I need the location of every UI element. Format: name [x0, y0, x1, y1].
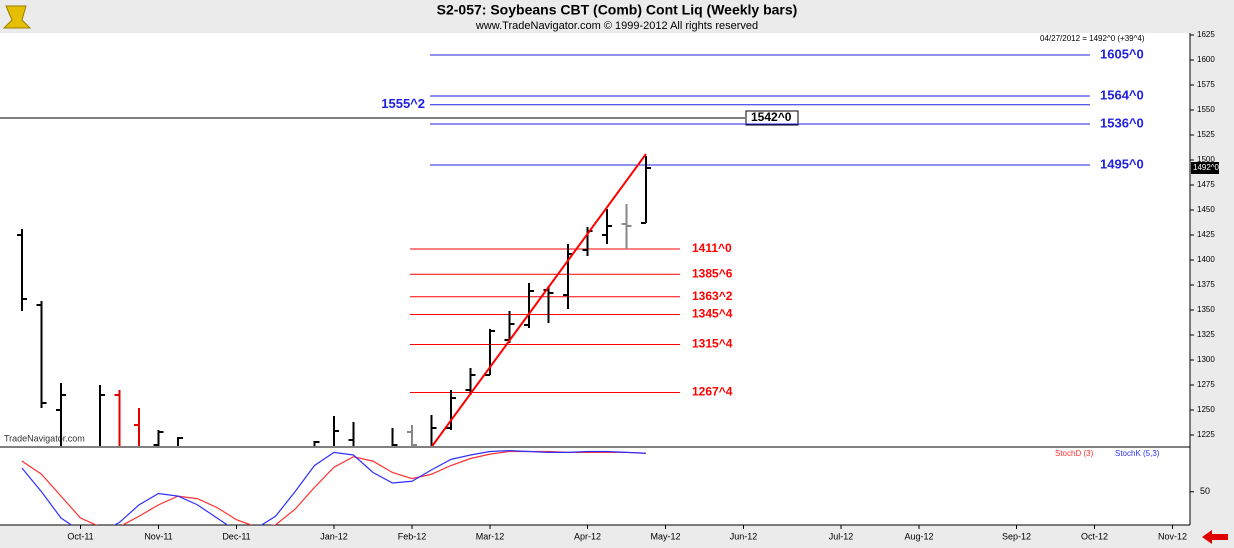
scroll-arrow[interactable] [1202, 530, 1228, 544]
x-tick-label: Jan-12 [320, 531, 348, 541]
retracement-label: 1363^2 [692, 289, 733, 303]
x-tick-label: Dec-11 [222, 531, 250, 541]
x-tick-label: Sep-12 [1002, 531, 1031, 541]
logo [2, 5, 32, 29]
resistance-label: 1555^2 [381, 96, 425, 111]
x-tick-label: Oct-12 [1081, 531, 1108, 541]
last-price-label: 1492^0 [1193, 163, 1220, 172]
y-tick-label: 1350 [1197, 305, 1215, 314]
x-tick-label: Jun-12 [730, 531, 758, 541]
x-tick-label: May-12 [650, 531, 680, 541]
y-tick-label: 1550 [1197, 105, 1215, 114]
y-tick-label: 1450 [1197, 205, 1215, 214]
right-axis-band [1190, 33, 1234, 525]
retracement-label: 1315^4 [692, 337, 733, 351]
watermark: TradeNavigator.com [4, 433, 85, 443]
x-tick-label: Nov-12 [1158, 531, 1187, 541]
y-tick-label: 1525 [1197, 130, 1215, 139]
x-tick-label: Jul-12 [829, 531, 854, 541]
legend-entry: StochK (5,3) [1115, 449, 1160, 458]
y-tick-label: 1325 [1197, 330, 1215, 339]
retracement-label: 1345^4 [692, 307, 733, 321]
y-tick-label: 1300 [1197, 355, 1215, 364]
axis-band [0, 525, 1234, 548]
info-text: 04/27/2012 = 1492^0 (+39^4) [1040, 34, 1145, 43]
reference-label: 1542^0 [751, 110, 792, 124]
y-tick-label: 1600 [1197, 55, 1215, 64]
y-tick-label: 1575 [1197, 80, 1215, 89]
y-tick-label: 1275 [1197, 380, 1215, 389]
trendline [430, 153, 647, 446]
y-tick-label: 1425 [1197, 230, 1215, 239]
y-tick-label: 1250 [1197, 405, 1215, 414]
y-tick-label: 1625 [1197, 30, 1215, 39]
resistance-label: 1605^0 [1100, 46, 1144, 61]
x-tick-label: Feb-12 [398, 531, 427, 541]
chart-subtitle: www.TradeNavigator.com © 1999-2012 All r… [475, 20, 758, 32]
stoch-line [21, 450, 647, 525]
y-tick-label: 1225 [1197, 430, 1215, 439]
resistance-label: 1495^0 [1100, 156, 1144, 171]
y-tick-label: 1375 [1197, 280, 1215, 289]
x-tick-label: Oct-11 [67, 531, 93, 541]
resistance-label: 1536^0 [1100, 115, 1144, 130]
x-tick-label: Apr-12 [574, 531, 601, 541]
retracement-label: 1411^0 [692, 241, 732, 255]
x-tick-label: Mar-12 [476, 531, 505, 541]
retracement-label: 1267^4 [692, 385, 733, 399]
x-tick-label: Nov-11 [144, 531, 172, 541]
price-plot: 1542^0 1605^0 1564^0 1555^2 1536^0 1495^0 1411… [0, 46, 1144, 446]
y-tick-label: 50 [1200, 486, 1210, 496]
resistance-label: 1564^0 [1100, 87, 1144, 102]
reference-label-box [745, 110, 799, 126]
header-band [0, 0, 1234, 33]
chart-title: S2-057: Soybeans CBT (Comb) Cont Liq (We… [437, 2, 798, 18]
y-tick-label: 1475 [1197, 180, 1215, 189]
legend-entry: StochD (3) [1055, 449, 1094, 458]
y-tick-label: 1500 [1197, 155, 1215, 164]
x-tick-label: Aug-12 [904, 531, 933, 541]
y-tick-label: 1400 [1197, 255, 1215, 264]
retracement-label: 1385^6 [692, 266, 733, 280]
last-price-box [1191, 162, 1219, 174]
stoch-plot [21, 450, 647, 525]
